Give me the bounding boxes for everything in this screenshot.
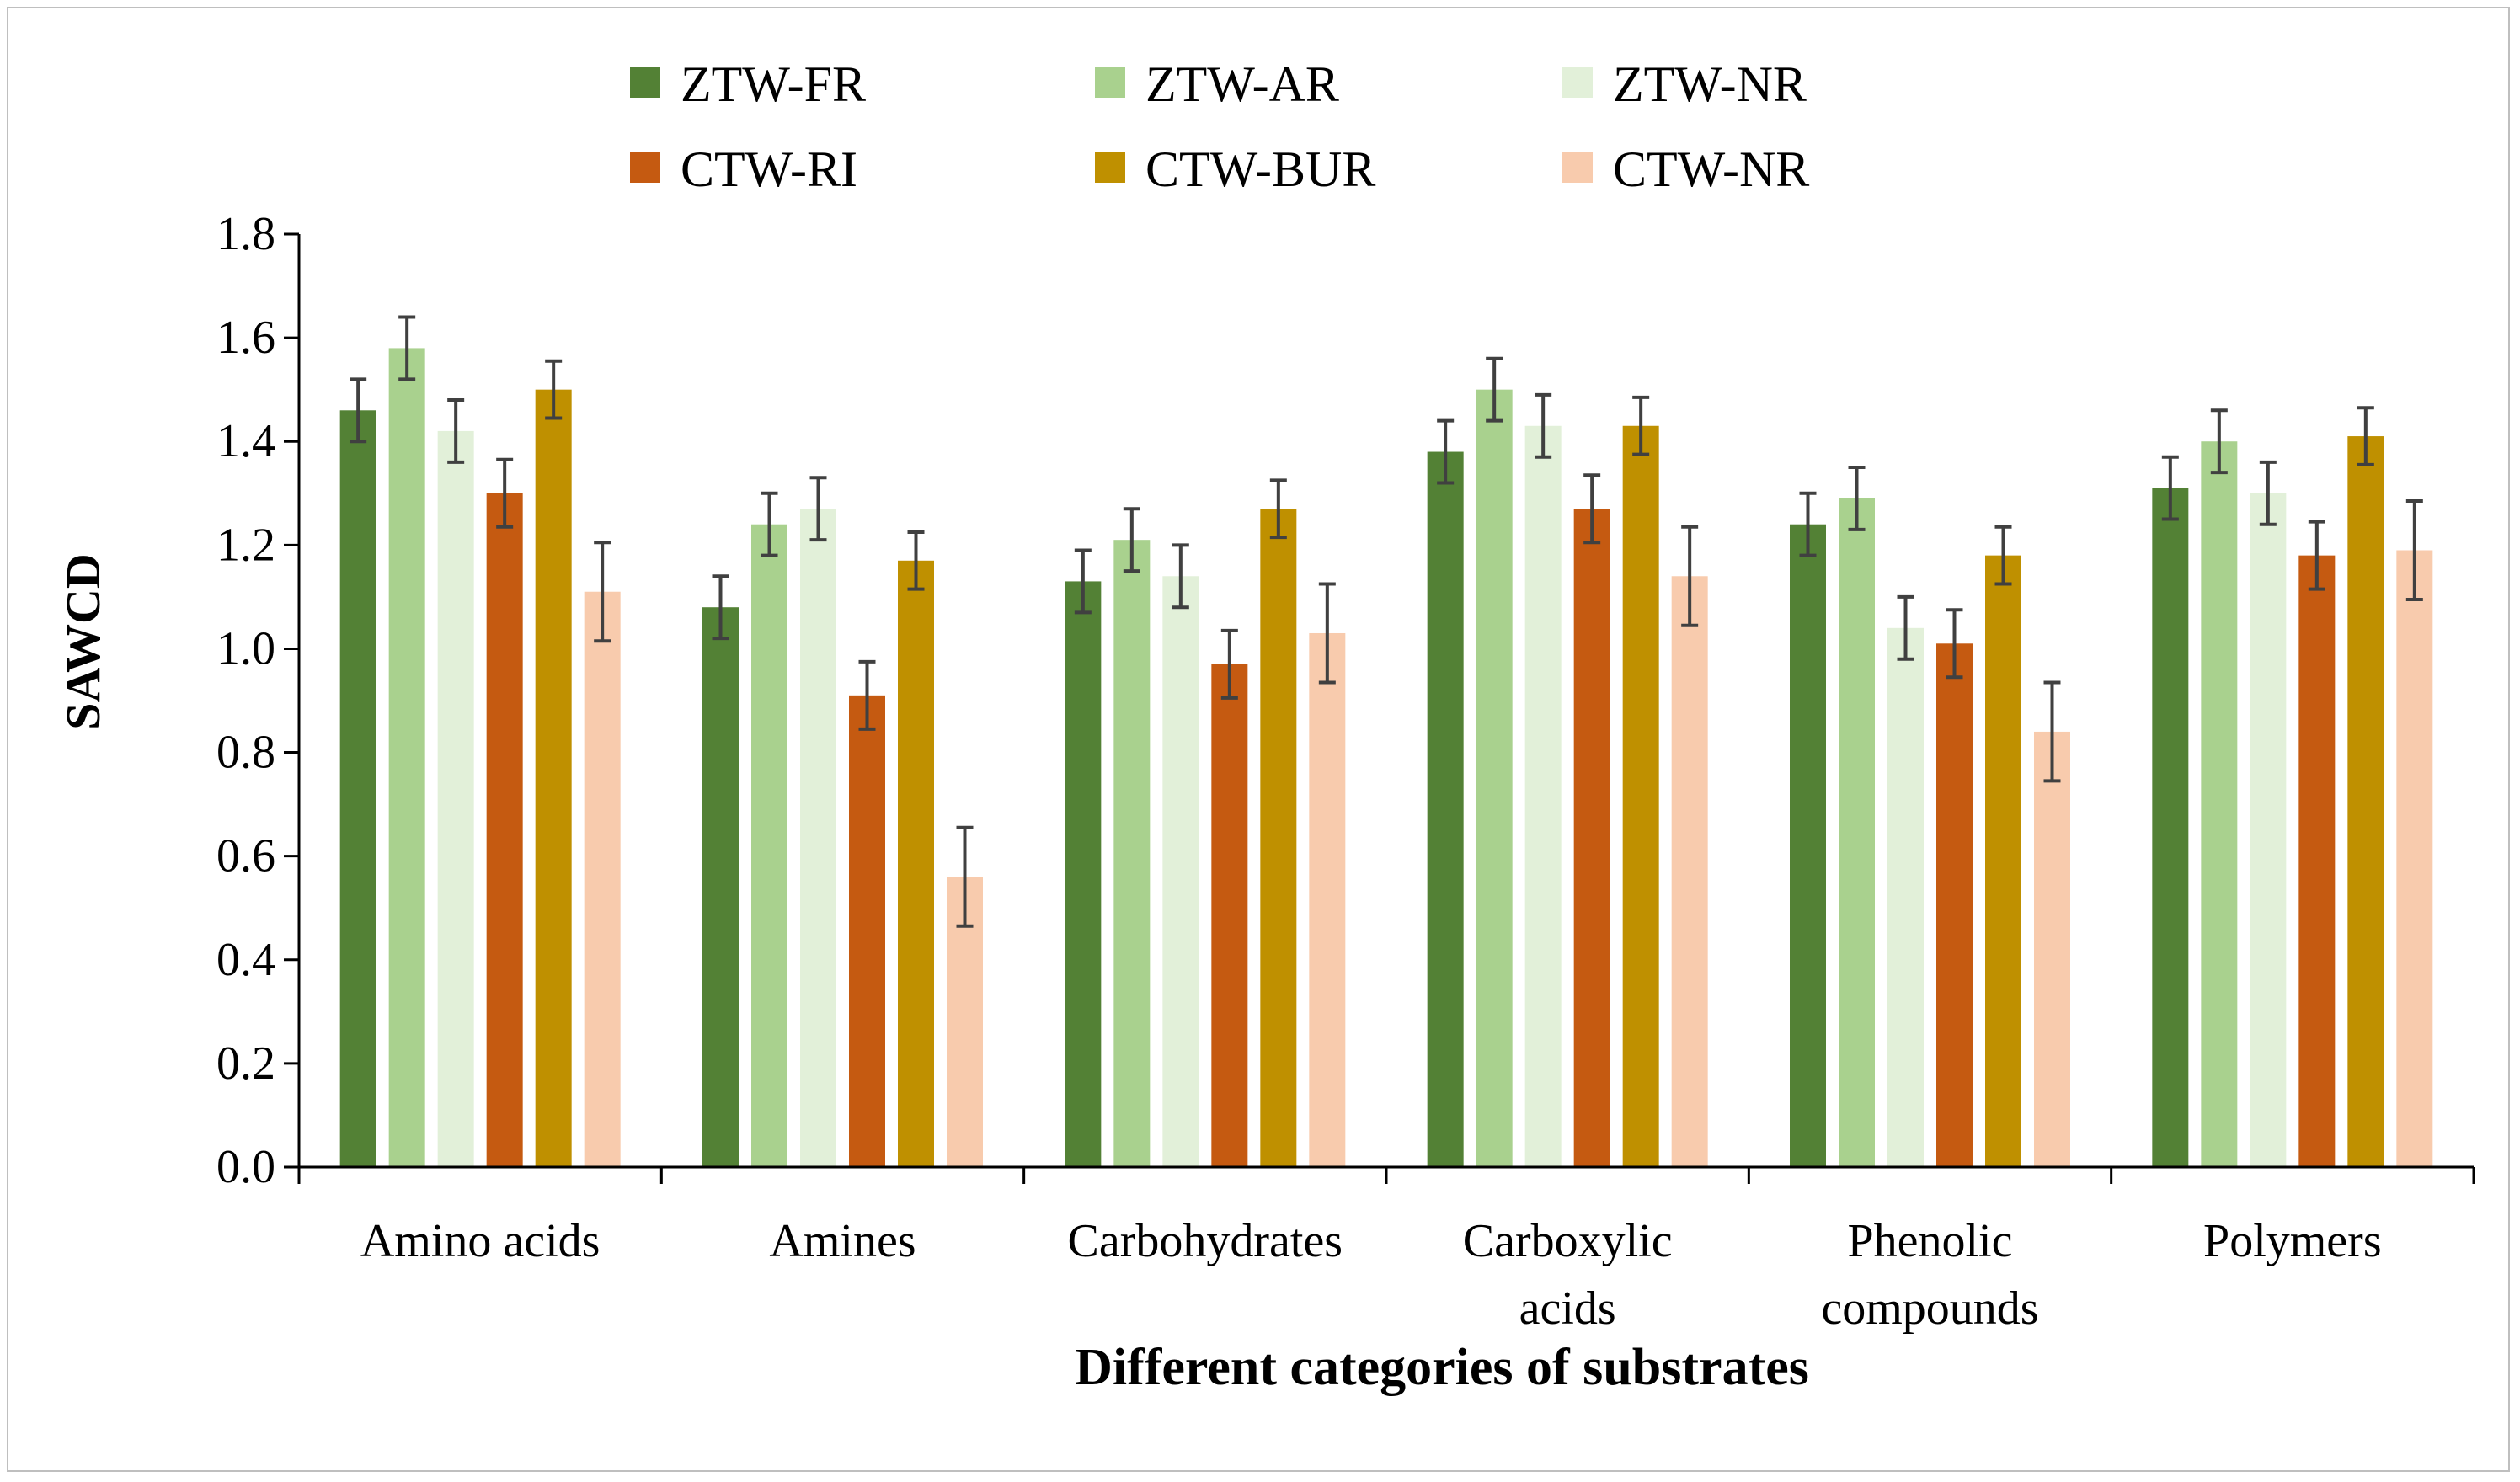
bar <box>751 524 788 1167</box>
bar <box>1309 632 1346 1167</box>
bar <box>1524 425 1562 1167</box>
bar <box>388 348 425 1167</box>
bar <box>1211 664 1248 1167</box>
bar <box>1671 576 1708 1167</box>
bar <box>1113 540 1151 1167</box>
x-tick-label: Polymers <box>2203 1215 2382 1267</box>
x-axis-label: Different categories of substrates <box>1075 1339 1809 1396</box>
bar <box>702 607 739 1167</box>
axis-labels: SAWCD Different categories of substrates <box>56 553 1809 1396</box>
bar <box>339 410 376 1167</box>
legend-label: CTW-BUR <box>1145 141 1375 197</box>
bars <box>339 348 2433 1168</box>
legend-swatch <box>1562 152 1593 183</box>
bar <box>1790 524 1826 1167</box>
legend-label: ZTW-FR <box>681 56 866 112</box>
y-tick-label: 1.0 <box>216 622 275 674</box>
bar <box>1839 498 1875 1167</box>
bar-chart: ZTW-FR ZTW-AR ZTW-NR CTW-RI CTW-BUR CTW-NR 0.… <box>56 56 2475 1396</box>
legend-label: CTW-NR <box>1613 141 1809 197</box>
bar <box>898 560 934 1167</box>
bar <box>1622 425 1659 1167</box>
legend-label: CTW-RI <box>681 141 857 197</box>
legend-swatch <box>630 152 660 183</box>
bar <box>800 509 836 1167</box>
legend-swatch <box>1095 152 1125 183</box>
legend-label: ZTW-AR <box>1145 56 1339 112</box>
y-tick-label: 1.2 <box>216 519 275 571</box>
axes: 0.0 0.2 0.4 0.6 0.8 1.0 1.2 1.4 1.6 1.8 Amino acid… <box>216 208 2475 1335</box>
bar <box>2152 488 2189 1167</box>
bar <box>1260 509 1297 1167</box>
x-tick-label: compounds <box>1821 1282 2038 1335</box>
bar <box>486 493 523 1167</box>
legend: ZTW-FR ZTW-AR ZTW-NR CTW-RI CTW-BUR CTW-NR <box>630 56 1809 197</box>
x-tick-label: acids <box>1519 1282 1616 1335</box>
bar <box>1573 509 1610 1167</box>
bar <box>1065 581 1102 1167</box>
bar <box>1887 627 1924 1167</box>
x-tick-label: Amino acids <box>360 1215 601 1267</box>
bar <box>1985 555 2021 1167</box>
y-tick-label: 1.8 <box>216 208 275 260</box>
x-tick-label: Carboxylic <box>1463 1215 1673 1267</box>
y-tick-label: 0.2 <box>216 1037 275 1090</box>
legend-label: ZTW-NR <box>1613 56 1807 112</box>
legend-swatch <box>1095 67 1125 98</box>
y-tick-label: 1.4 <box>216 415 275 467</box>
x-tick-label: Phenolic <box>1848 1215 2013 1267</box>
bar <box>2347 436 2384 1167</box>
x-tick-label: Carbohydrates <box>1068 1215 1343 1267</box>
bar <box>2250 493 2287 1167</box>
bar <box>1427 451 1464 1167</box>
bar <box>2298 555 2336 1167</box>
bar <box>2396 550 2433 1167</box>
bar <box>584 591 621 1167</box>
bar <box>1162 576 1199 1167</box>
y-tick-label: 0.6 <box>216 830 275 882</box>
bar <box>1936 643 1973 1167</box>
bar <box>535 389 572 1168</box>
bar <box>2034 731 2070 1167</box>
error-bars <box>350 315 2423 928</box>
bar <box>849 695 885 1167</box>
y-tick-label: 0.0 <box>216 1141 275 1193</box>
y-tick-label: 1.6 <box>216 312 275 364</box>
legend-swatch <box>1562 67 1593 98</box>
bar <box>1476 389 1513 1168</box>
x-tick-label: Amines <box>769 1215 916 1267</box>
bar <box>2201 441 2238 1167</box>
y-tick-label: 0.8 <box>216 727 275 779</box>
y-tick-label: 0.4 <box>216 934 275 986</box>
bar <box>437 430 474 1167</box>
y-axis-label: SAWCD <box>56 553 110 730</box>
chart-frame: ZTW-FR ZTW-AR ZTW-NR CTW-RI CTW-BUR CTW-NR 0.… <box>7 7 2510 1472</box>
legend-swatch <box>630 67 660 98</box>
